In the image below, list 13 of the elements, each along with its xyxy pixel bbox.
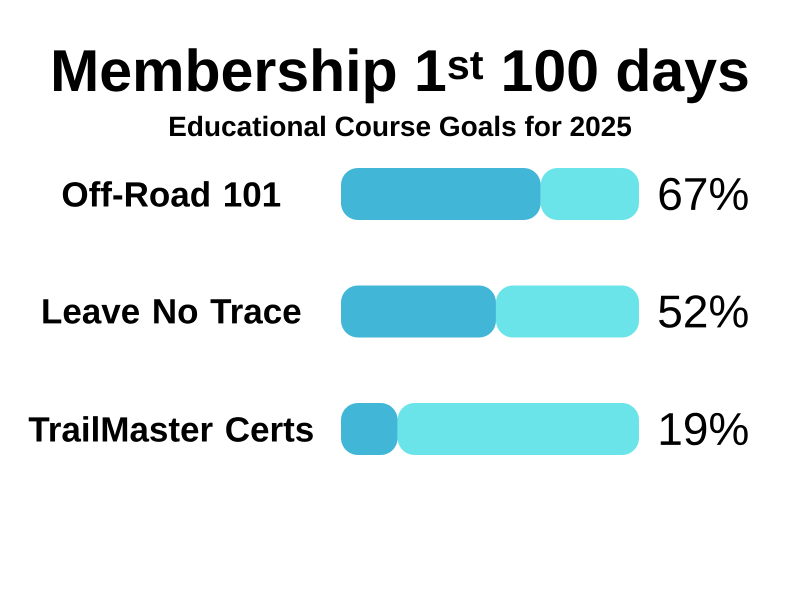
data-label: 19% [660,412,748,446]
data-label: 67% [660,178,748,210]
chart-subtitle: Educational Course Goals for 2025 [170,116,632,136]
chart-title: Membership 1$^{st}$ 100 days [54,48,748,104]
data-label: 52% [659,295,748,328]
bar [496,286,640,338]
y-tick-label: Leave No Trace [43,299,300,324]
y-tick-label: Off-Road 101 [62,181,280,207]
y-tick-label: TrailMaster Certs [28,416,313,442]
bar [341,168,541,220]
bar [398,403,640,455]
bar [341,286,496,338]
bar [540,168,640,220]
